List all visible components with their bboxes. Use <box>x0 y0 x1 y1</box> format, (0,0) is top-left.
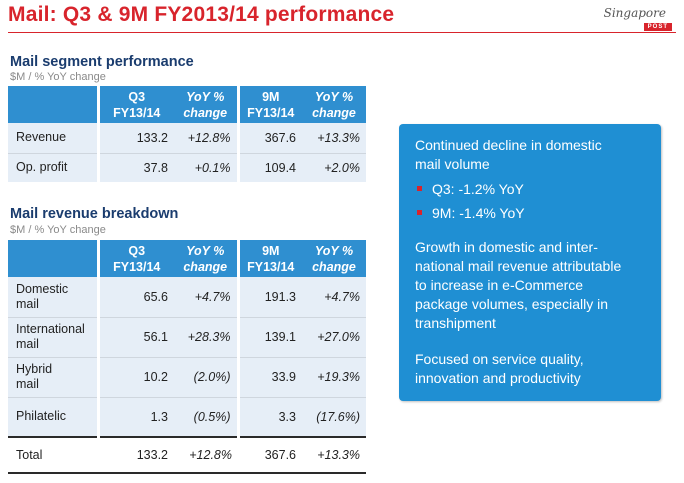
table-row: International mail 56.1 +28.3% 139.1 +27.… <box>8 317 366 358</box>
cell-9m-yoy: +19.3% <box>302 357 366 398</box>
cell-9m-yoy: +13.3% <box>302 123 366 154</box>
title-divider <box>8 32 676 33</box>
cell-9m-yoy: +4.7% <box>302 277 366 318</box>
cell-9m: 33.9 <box>236 357 302 398</box>
cell-q3: 133.2 <box>96 123 174 154</box>
breakdown-table: Q3 FY13/14 YoY % change 9M FY13/14 YoY % cha… <box>8 240 366 474</box>
segment-title: Mail segment performance <box>10 54 194 70</box>
cell-9m: 367.6 <box>236 123 302 154</box>
header-q3-yoy: YoY % change <box>174 240 238 277</box>
segment-table: Q3 FY13/14 YoY % change 9M FY13/14 YoY % cha… <box>8 86 366 182</box>
row-label: Revenue <box>8 123 98 154</box>
header-9m-yoy: YoY % change <box>302 240 366 277</box>
segment-header-row: Q3 FY13/14 YoY % change 9M FY13/14 YoY % cha… <box>8 86 366 123</box>
table-row: Op. profit 37.8 +0.1% 109.4 +2.0% <box>8 153 366 182</box>
table-row: Domestic mail 65.6 +4.7% 191.3 +4.7% <box>8 277 366 318</box>
cell-q3-yoy: +28.3% <box>174 317 238 358</box>
row-label: Philatelic <box>8 397 98 437</box>
table-row: Philatelic 1.3 (0.5%) 3.3 (17.6%) <box>8 397 366 437</box>
panel-point-focus: Focused on service quality, innovation an… <box>415 351 584 386</box>
cell-q3: 37.8 <box>96 153 174 182</box>
bullet-square-icon <box>417 185 422 191</box>
cell-q3: 56.1 <box>96 317 174 358</box>
breakdown-subtitle: $M / % YoY change <box>10 224 106 236</box>
header-q3: Q3 FY13/14 <box>96 86 174 123</box>
row-label: International mail <box>8 317 98 358</box>
table-row: Hybrid mail 10.2 (2.0%) 33.9 +19.3% <box>8 357 366 398</box>
cell-q3: 10.2 <box>96 357 174 398</box>
cell-q3-yoy: (0.5%) <box>174 397 238 437</box>
logo-box-text: POST <box>643 23 672 31</box>
total-label: Total <box>8 436 98 474</box>
total-9m-yoy: +13.3% <box>302 436 366 474</box>
table-row: Revenue 133.2 +12.8% 367.6 +13.3% <box>8 123 366 154</box>
header-9m: 9M FY13/14 <box>236 240 302 277</box>
breakdown-title: Mail revenue breakdown <box>10 206 179 222</box>
row-label: Domestic mail <box>8 277 98 318</box>
commentary-panel: Continued decline in domestic mail volume… <box>399 124 661 401</box>
cell-q3: 1.3 <box>96 397 174 437</box>
header-q3-yoy: YoY % change <box>174 86 238 123</box>
row-label: Op. profit <box>8 153 98 182</box>
panel-point-volume: Continued decline in domestic mail volume <box>415 137 602 172</box>
cell-9m-yoy: +2.0% <box>302 153 366 182</box>
bullet-q3: Q3: -1.2% YoY <box>417 180 647 199</box>
cell-9m: 191.3 <box>236 277 302 318</box>
segment-subtitle: $M / % YoY change <box>10 71 106 83</box>
cell-q3-yoy: +12.8% <box>174 123 238 154</box>
cell-9m-yoy: +27.0% <box>302 317 366 358</box>
header-9m-yoy: YoY % change <box>302 86 366 123</box>
total-q3: 133.2 <box>98 436 174 474</box>
header-blank-cell <box>8 86 98 123</box>
total-q3-yoy: +12.8% <box>174 436 238 474</box>
total-9m: 367.6 <box>238 436 302 474</box>
cell-9m: 109.4 <box>236 153 302 182</box>
page-title: Mail: Q3 & 9M FY2013/14 performance <box>8 3 395 26</box>
total-row: Total 133.2 +12.8% 367.6 +13.3% <box>8 436 366 474</box>
panel-point-growth: Growth in domestic and inter-national ma… <box>415 239 622 331</box>
header-blank-cell <box>8 240 98 277</box>
bullet-square-icon <box>417 209 422 215</box>
logo-script-text: Singapore <box>603 6 666 20</box>
cell-9m: 139.1 <box>236 317 302 358</box>
bullet-9m: 9M: -1.4% YoY <box>417 204 647 223</box>
breakdown-header-row: Q3 FY13/14 YoY % change 9M FY13/14 YoY % cha… <box>8 240 366 277</box>
cell-9m-yoy: (17.6%) <box>302 397 366 437</box>
cell-q3-yoy: +4.7% <box>174 277 238 318</box>
cell-9m: 3.3 <box>236 397 302 437</box>
header-9m: 9M FY13/14 <box>236 86 302 123</box>
cell-q3-yoy: (2.0%) <box>174 357 238 398</box>
row-label: Hybrid mail <box>8 357 98 398</box>
cell-q3: 65.6 <box>96 277 174 318</box>
cell-q3-yoy: +0.1% <box>174 153 238 182</box>
header-q3: Q3 FY13/14 <box>96 240 174 277</box>
singapore-post-logo: Singapore POST <box>596 6 678 36</box>
